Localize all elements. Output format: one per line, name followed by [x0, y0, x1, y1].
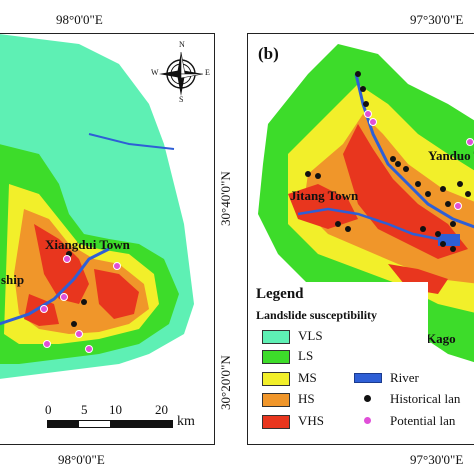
town-label-ship: ship: [1, 272, 25, 287]
legend-label-river: River: [390, 370, 419, 385]
right-bottom-coord: 97°30'0"E: [410, 452, 464, 467]
left-bottom-coord: 98°0'0"E: [58, 452, 105, 467]
legend-dot-historical: [364, 395, 371, 402]
legend-swatch-vls: [262, 330, 290, 344]
legend-label-historical: Historical lan: [390, 391, 461, 406]
lat-label-30-40: 30°40'0"N: [218, 171, 233, 226]
scale-bar: 0 5 10 20 km: [45, 402, 207, 432]
scale-label-10: 10: [109, 402, 122, 417]
right-top-coord: 97°30'0"E: [410, 12, 464, 27]
scale-label-5: 5: [81, 402, 88, 417]
town-label-jitang: Jitang Town: [290, 188, 359, 203]
east-label: E: [205, 68, 210, 77]
north-arrow: N S E W: [151, 40, 211, 104]
left-top-coord: 98°0'0"E: [56, 12, 103, 27]
town-label-yanduo: Yanduo T: [428, 148, 474, 163]
legend-swatch-ls: [262, 350, 290, 364]
legend-label-ls: LS: [298, 348, 314, 363]
legend-swatch-ms: [262, 372, 290, 386]
legend-label-potential: Potential lan: [390, 413, 456, 428]
legend-label-vls: VLS: [298, 328, 323, 343]
town-label-xiangdui: Xiangdui Town: [45, 237, 130, 252]
right-map-panel: (b) Yanduo T Jitang Town Kago Legend Lan…: [247, 33, 474, 445]
scale-label-20: 20: [155, 402, 168, 417]
left-map-panel: Xiangdui Town ship N S E W 0 5 10 20 km: [0, 33, 215, 445]
west-label: W: [151, 68, 159, 77]
scale-label-0: 0: [45, 402, 52, 417]
legend-subtitle: Landslide susceptibility: [256, 308, 378, 322]
compass-rose-icon: [159, 51, 204, 96]
legend-label-hs: HS: [298, 391, 315, 406]
legend: Legend Landslide susceptibility VLS LS M…: [248, 282, 460, 444]
legend-swatch-hs: [262, 393, 290, 407]
panel-label-b: (b): [256, 44, 281, 64]
scale-bar-graphic: [47, 420, 173, 428]
left-susceptibility-map: [0, 34, 194, 379]
town-label-kago: Kago: [426, 331, 456, 346]
legend-label-vhs: VHS: [298, 413, 325, 428]
north-label: N: [179, 40, 185, 49]
lat-label-30-20: 30°20'0"N: [218, 355, 233, 410]
south-label: S: [179, 95, 184, 104]
legend-swatch-river: [354, 373, 382, 383]
legend-label-ms: MS: [298, 370, 317, 385]
legend-dot-potential: [363, 416, 372, 425]
legend-swatch-vhs: [262, 415, 290, 429]
legend-title: Legend: [256, 286, 304, 302]
scale-unit: km: [177, 414, 195, 429]
